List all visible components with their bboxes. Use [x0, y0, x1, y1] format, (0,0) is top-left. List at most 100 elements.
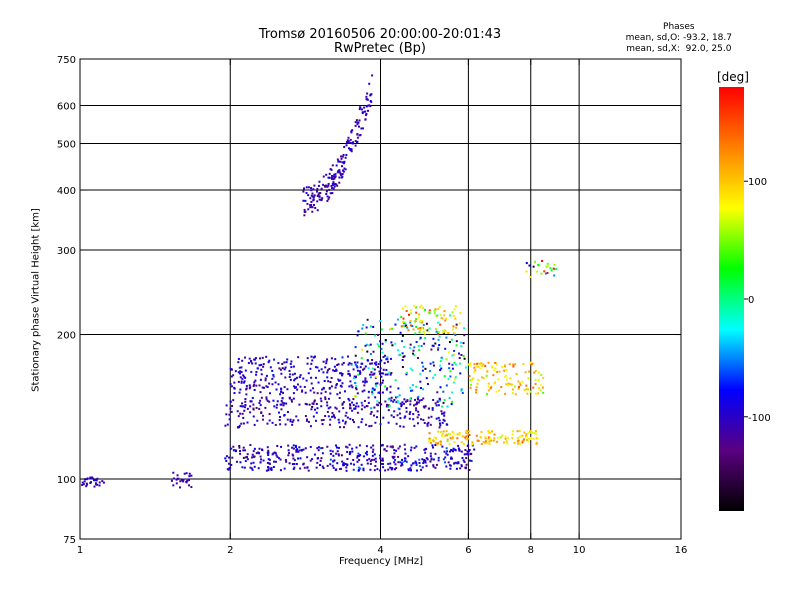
data-point: [326, 185, 329, 188]
data-point: [507, 436, 510, 439]
data-point: [224, 457, 227, 460]
data-point: [347, 372, 350, 375]
data-point: [458, 433, 461, 436]
data-point: [313, 399, 316, 402]
data-point: [448, 367, 451, 370]
data-point: [397, 447, 400, 450]
data-point: [293, 385, 296, 388]
data-point: [391, 467, 394, 470]
data-point: [367, 390, 370, 393]
data-point: [332, 369, 335, 372]
data-point: [442, 332, 445, 335]
data-point: [309, 367, 312, 370]
data-point: [342, 361, 345, 364]
data-point: [361, 390, 364, 393]
data-point: [241, 359, 244, 362]
data-point: [258, 452, 261, 455]
data-point: [421, 361, 424, 364]
data-point: [356, 456, 359, 459]
data-point: [349, 148, 352, 151]
data-point: [331, 450, 334, 453]
data-point: [366, 350, 369, 353]
data-point: [336, 462, 339, 465]
data-point: [405, 407, 408, 410]
data-point: [354, 407, 357, 410]
data-point: [265, 355, 268, 358]
data-point: [401, 307, 404, 310]
data-point: [445, 336, 448, 339]
data-point: [272, 374, 275, 377]
data-point: [448, 351, 451, 354]
data-point: [228, 418, 231, 421]
data-point: [240, 381, 243, 384]
data-point: [266, 399, 269, 402]
data-point: [491, 430, 494, 433]
data-point: [312, 356, 315, 359]
data-point: [393, 452, 396, 455]
data-point: [239, 461, 242, 464]
data-point: [276, 400, 279, 403]
data-point: [442, 430, 445, 433]
data-point: [317, 193, 320, 196]
data-point: [398, 394, 401, 397]
data-point: [374, 396, 377, 399]
data-point: [388, 404, 391, 407]
data-point: [347, 136, 350, 139]
data-point: [339, 372, 342, 375]
data-point: [511, 388, 514, 391]
data-point: [352, 463, 355, 466]
data-point: [487, 382, 490, 385]
data-point: [228, 456, 231, 459]
data-point: [298, 376, 301, 379]
data-point: [317, 184, 320, 187]
data-point: [342, 170, 345, 173]
data-point: [343, 145, 346, 148]
data-point: [305, 379, 308, 382]
data-point: [475, 386, 478, 389]
data-point: [333, 185, 336, 188]
data-point: [365, 380, 368, 383]
data-point: [460, 465, 463, 468]
data-point: [280, 390, 283, 393]
data-point: [341, 372, 344, 375]
data-point: [345, 140, 348, 143]
data-point: [317, 449, 320, 452]
data-point: [235, 460, 238, 463]
data-point: [360, 108, 363, 111]
data-point: [525, 433, 528, 436]
data-point: [329, 418, 332, 421]
data-point: [484, 436, 487, 439]
data-point: [534, 430, 537, 433]
data-point: [422, 460, 425, 463]
data-point: [417, 316, 420, 319]
data-point: [505, 383, 508, 386]
data-point: [354, 346, 357, 349]
data-point: [273, 451, 276, 454]
data-point: [423, 421, 426, 424]
x-tick-label: 16: [675, 545, 688, 556]
data-point: [260, 396, 263, 399]
data-point: [489, 436, 492, 439]
data-point: [354, 144, 357, 147]
data-point: [310, 355, 313, 358]
data-point: [254, 379, 257, 382]
data-point: [317, 446, 320, 449]
data-point: [452, 353, 455, 356]
data-point: [278, 457, 281, 460]
data-point: [495, 363, 498, 366]
data-point: [428, 370, 431, 373]
data-point: [416, 416, 419, 419]
data-point: [445, 430, 448, 433]
data-point: [275, 388, 278, 391]
data-point: [362, 469, 365, 472]
data-point: [333, 177, 336, 180]
data-point: [238, 424, 241, 427]
data-point: [467, 430, 470, 433]
data-point: [362, 324, 365, 327]
data-point: [266, 422, 269, 425]
data-point: [375, 403, 378, 406]
data-point: [369, 412, 372, 415]
data-point: [543, 270, 546, 273]
data-point: [303, 214, 306, 217]
data-point: [490, 386, 493, 389]
